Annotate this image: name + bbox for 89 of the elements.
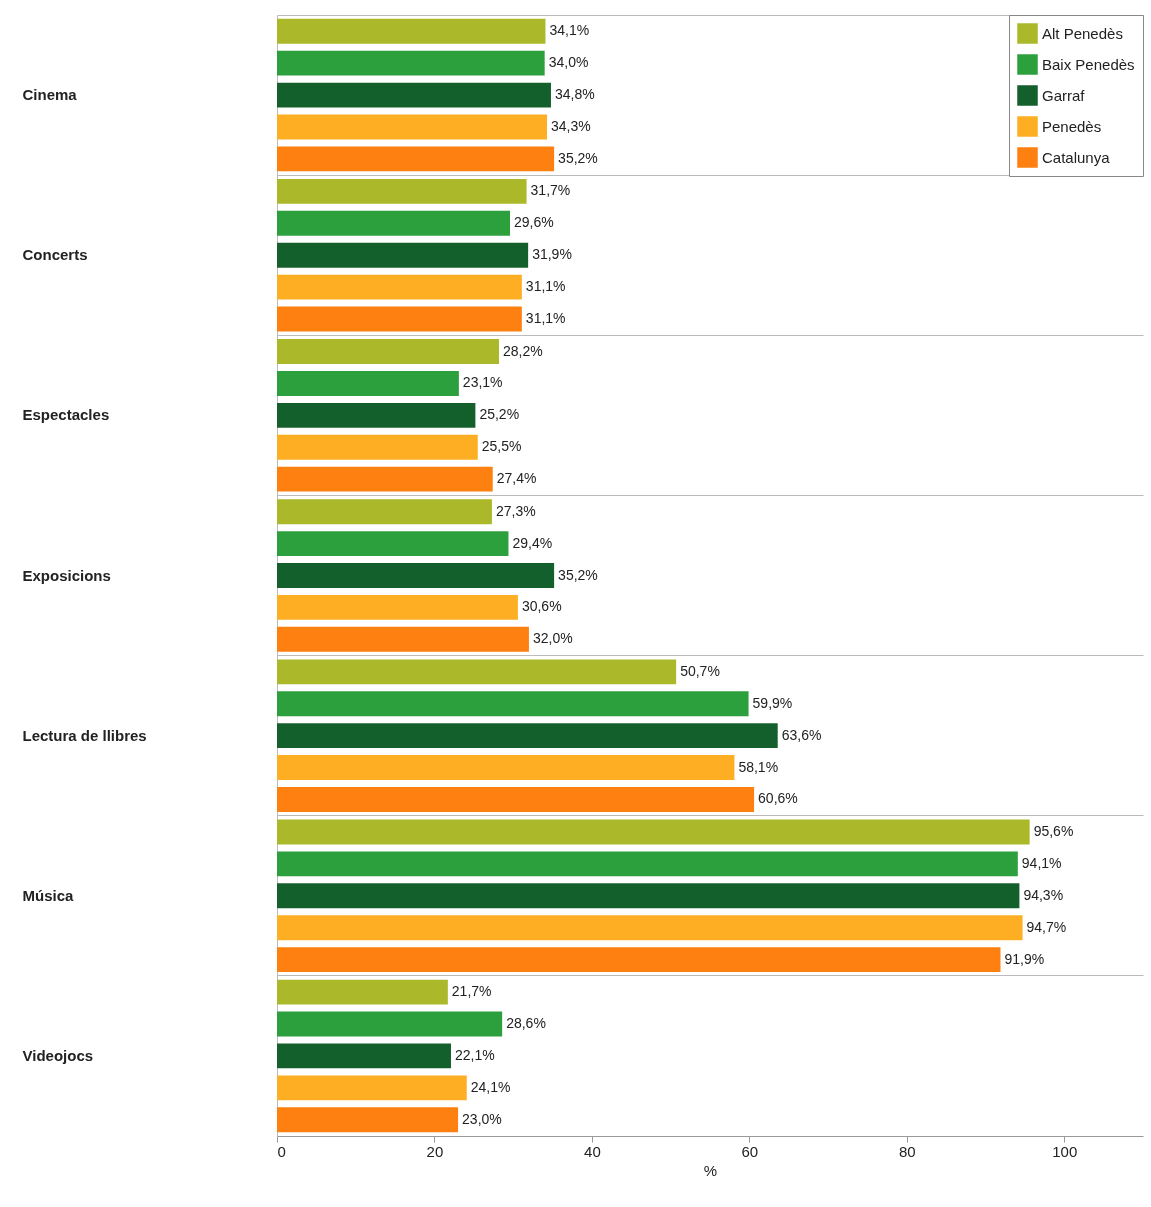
x-tick-label: 20 — [426, 1142, 444, 1160]
bar — [277, 1107, 459, 1133]
legend-label: Alt Penedès — [1042, 24, 1123, 42]
data-label: 27,4% — [496, 470, 537, 487]
bar — [277, 691, 749, 717]
data-label: 21,7% — [451, 983, 492, 1000]
y-tick-label: Concerts — [22, 246, 88, 264]
bar — [277, 1043, 451, 1069]
bar — [277, 339, 500, 364]
data-label: 23,0% — [462, 1110, 502, 1127]
bar — [277, 1075, 467, 1101]
data-label: 32,0% — [532, 630, 573, 647]
data-label: 31,9% — [532, 246, 572, 263]
x-tick-label: 80 — [898, 1142, 916, 1160]
data-label: 58,1% — [738, 758, 779, 775]
y-tick-label: Videojocs — [22, 1046, 94, 1064]
data-label: 59,9% — [752, 694, 793, 711]
data-label: 22,1% — [454, 1046, 495, 1063]
bar — [277, 402, 476, 428]
bar — [277, 499, 492, 525]
data-label: 25,2% — [479, 406, 520, 423]
data-label: 34,3% — [551, 117, 591, 134]
data-label: 30,6% — [521, 598, 562, 615]
bar — [277, 18, 546, 44]
bar — [277, 883, 1020, 909]
data-label: 29,4% — [512, 534, 553, 551]
data-label: 34,1% — [549, 22, 590, 39]
bar — [277, 82, 551, 108]
bar — [277, 851, 1018, 877]
legend-label: Baix Penedès — [1042, 55, 1135, 73]
bar — [277, 466, 493, 492]
bar — [277, 947, 1001, 973]
bar — [277, 210, 511, 236]
bar — [277, 787, 755, 812]
bar — [277, 915, 1023, 941]
bar — [277, 178, 527, 204]
data-label: 31,7% — [530, 182, 571, 199]
bar — [277, 819, 1030, 845]
data-label: 34,0% — [548, 54, 589, 71]
data-label: 28,6% — [506, 1015, 546, 1032]
bar — [277, 659, 677, 685]
bar — [277, 531, 509, 557]
x-tick-label: 0 — [277, 1142, 286, 1160]
bar — [277, 114, 548, 140]
bar — [277, 146, 555, 172]
y-tick-label: Lectura de llibres — [22, 726, 147, 744]
bar — [277, 755, 735, 780]
data-label: 95,6% — [1033, 822, 1074, 839]
data-label: 34,8% — [554, 86, 595, 103]
bar — [277, 242, 529, 268]
data-label: 91,9% — [1004, 950, 1045, 967]
bar — [277, 1011, 503, 1037]
data-label: 35,2% — [558, 149, 598, 166]
data-label: 50,7% — [680, 662, 720, 679]
data-label: 23,1% — [462, 374, 503, 391]
bar — [277, 371, 459, 396]
bar — [277, 274, 522, 300]
bar — [277, 594, 518, 620]
data-label: 31,1% — [525, 310, 566, 327]
bar — [277, 434, 478, 460]
data-label: 25,5% — [481, 438, 522, 455]
data-label: 94,7% — [1026, 918, 1067, 935]
x-tick-label: 40 — [584, 1142, 601, 1160]
legend-label: Garraf — [1042, 86, 1086, 104]
y-tick-label: Espectacles — [22, 406, 110, 424]
bar — [277, 723, 778, 749]
bar — [277, 626, 529, 652]
data-label: 28,2% — [503, 342, 543, 359]
y-tick-label: Música — [22, 886, 75, 904]
data-label: 94,3% — [1023, 886, 1064, 903]
data-label: 60,6% — [758, 790, 798, 807]
data-label: 63,6% — [781, 726, 822, 743]
data-label: 24,1% — [470, 1078, 511, 1095]
legend-label: Penedès — [1042, 117, 1102, 135]
data-label: 27,3% — [495, 502, 536, 519]
x-tick-label: 100 — [1052, 1142, 1078, 1160]
x-tick-label: 60 — [741, 1142, 759, 1160]
bar — [277, 979, 448, 1005]
legend-label: Catalunya — [1042, 148, 1111, 166]
x-axis-title: % — [703, 1161, 718, 1179]
data-label: 29,6% — [514, 214, 554, 231]
data-label: 31,1% — [525, 278, 566, 295]
data-label: 35,2% — [558, 566, 598, 583]
bar — [277, 563, 555, 588]
y-tick-label: Cinema — [22, 86, 78, 104]
y-tick-label: Exposicions — [22, 566, 111, 584]
bar — [277, 306, 522, 332]
bar — [277, 50, 545, 76]
data-label: 94,1% — [1021, 854, 1062, 871]
